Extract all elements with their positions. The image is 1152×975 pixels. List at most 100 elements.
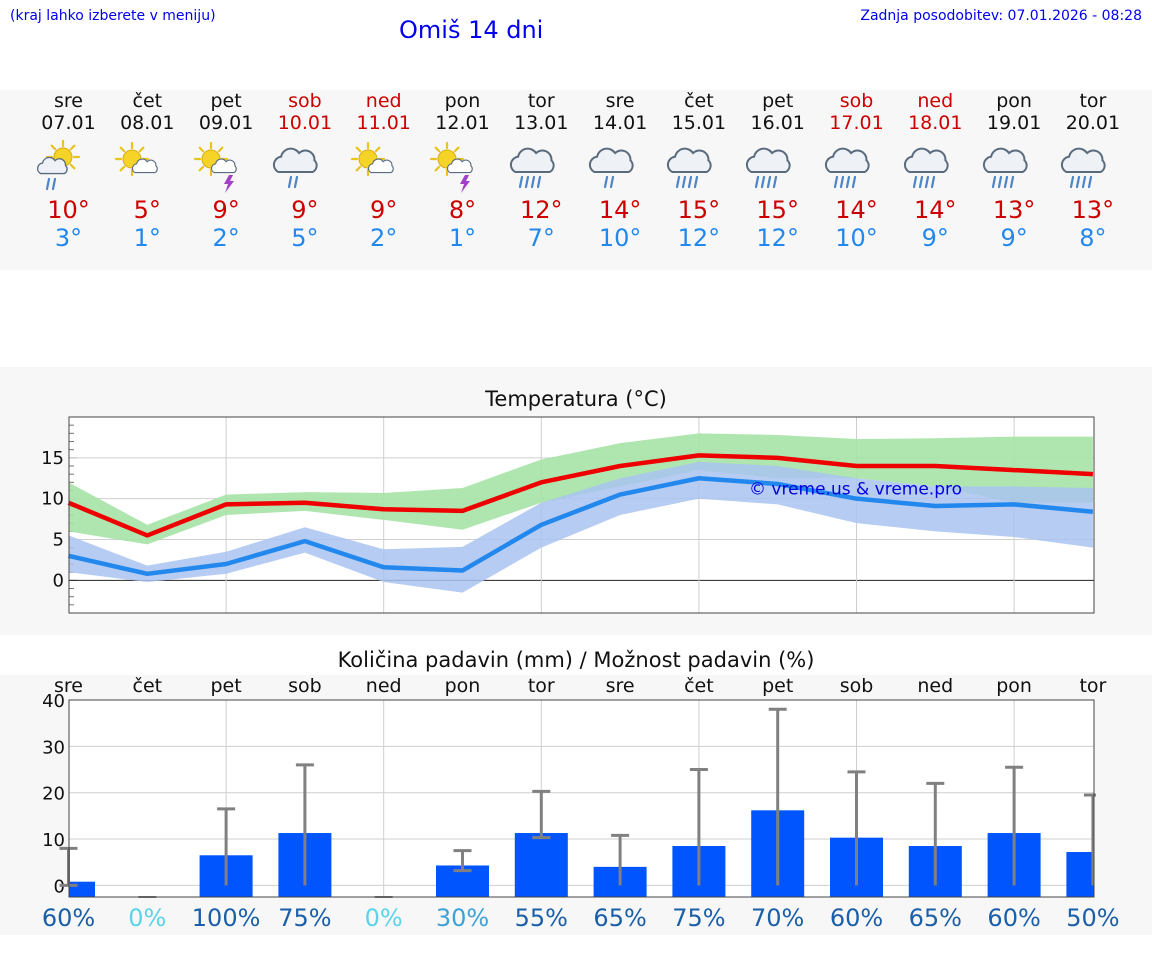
cloud-rain-icon [273, 147, 319, 189]
weather-icon-box [108, 134, 187, 196]
max-temperature-band [68, 433, 1093, 545]
day-date: 12.01 [435, 112, 490, 134]
day-name: ned [365, 90, 402, 112]
precipitation-probability: 75% [672, 904, 726, 932]
x-category-label: pet [762, 675, 793, 697]
weather-icon-box [896, 134, 975, 196]
y-tick-label: 5 [53, 530, 64, 551]
min-temperature: 2° [370, 224, 398, 252]
max-temperature: 15° [677, 196, 721, 224]
forecast-day: sre 14.01 14° 10° [581, 90, 660, 252]
day-date: 15.01 [671, 112, 727, 134]
heavy-rain-icon [903, 147, 949, 189]
x-category-label: pon [996, 675, 1032, 697]
plot-frame [68, 416, 1095, 614]
y-tick-label: 20 [42, 784, 65, 805]
weather-icon-box [265, 134, 344, 196]
day-name: tor [1079, 90, 1107, 112]
weather-icon-box [502, 134, 581, 196]
y-tick-label: 0 [54, 876, 65, 897]
heavy-rain-icon [982, 147, 1028, 189]
forecast-day: sre 07.01 10° 3° [29, 90, 108, 252]
day-name: ned [917, 90, 954, 112]
sun-cloud-icon [351, 141, 394, 177]
weather-icon-box [344, 134, 423, 196]
forecast-day: ned 11.01 9° 2° [344, 90, 423, 252]
y-tick-label: 40 [42, 691, 65, 712]
heavy-rain-icon [824, 147, 870, 189]
watermark: © vreme.us & vreme.pro [749, 480, 962, 500]
day-date: 08.01 [120, 112, 175, 134]
forecast-day: tor 13.01 12° 7° [502, 90, 581, 252]
weather-icon-box [29, 134, 108, 196]
precipitation-probability: 0% [128, 904, 167, 932]
max-temperature: 8° [448, 196, 477, 224]
y-tick-label: 10 [42, 830, 65, 851]
precipitation-chart-title: Količina padavin (mm) / Možnost padavin … [337, 648, 815, 672]
plot-frame [68, 699, 1095, 898]
precipitation-bar [1066, 852, 1094, 897]
x-category-label: ned [917, 675, 953, 697]
precipitation-probability: 65% [593, 904, 647, 932]
precipitation-probability: 65% [908, 904, 962, 932]
min-temperature: 1° [133, 224, 161, 252]
day-name: sob [288, 90, 322, 112]
x-category-label: pet [210, 675, 241, 697]
page-title: Omiš 14 dni [399, 16, 544, 44]
day-date: 19.01 [986, 112, 1042, 134]
day-date: 09.01 [198, 112, 254, 134]
day-name: čet [132, 90, 163, 112]
forecast-day: pet 09.01 9° 2° [187, 90, 266, 252]
forecast-day: ned 18.01 14° 9° [896, 90, 975, 252]
forecast-day: čet 15.01 15° 12° [659, 90, 738, 252]
min-temperature: 7° [527, 224, 555, 252]
min-temperature: 5° [291, 224, 319, 252]
day-date: 17.01 [829, 112, 884, 134]
day-name: sob [839, 90, 874, 112]
min-temperature: 2° [212, 224, 240, 252]
x-category-label: ned [366, 675, 402, 697]
x-category-label: sre [54, 675, 83, 697]
day-date: 14.01 [592, 112, 648, 134]
max-temperature: 9° [370, 196, 398, 224]
day-date: 07.01 [41, 112, 96, 134]
forecast-day: čet 08.01 5° 1° [108, 90, 187, 252]
min-temperature: 12° [756, 224, 799, 252]
precipitation-bar [514, 833, 568, 897]
day-date: 10.01 [277, 112, 333, 134]
heavy-rain-icon [509, 147, 555, 189]
heavy-rain-icon [1061, 147, 1107, 189]
precipitation-probability: 0% [364, 904, 403, 932]
forecast-day: pon 19.01 13° 9° [975, 90, 1054, 252]
min-temperature: 10° [835, 224, 878, 252]
heavy-rain-icon [667, 147, 713, 189]
heavy-rain-icon [746, 147, 791, 189]
y-tick-label: 30 [42, 737, 65, 758]
day-name: pet [762, 90, 794, 112]
max-temperature: 9° [291, 196, 319, 224]
location-hint[interactable]: (kraj lahko izberete v meniju) [10, 8, 216, 24]
max-temperature: 14° [914, 196, 957, 224]
weather-icon-box [817, 134, 896, 196]
day-name: tor [527, 90, 555, 112]
weather-icon-box [659, 134, 738, 196]
day-name: sre [605, 90, 635, 112]
y-tick-label: 15 [41, 448, 64, 469]
y-tick-label: 10 [41, 489, 64, 510]
x-category-label: sre [606, 675, 635, 697]
sun-thunder-icon [429, 141, 473, 193]
min-temperature-line [67, 476, 1094, 577]
max-temperature: 12° [520, 196, 563, 224]
x-category-label: pon [445, 675, 481, 697]
precipitation-probability: 70% [751, 904, 805, 932]
day-name: čet [684, 90, 714, 112]
last-updated: Zadnja posodobitev: 07.01.2026 - 08:28 [860, 8, 1142, 24]
weather-icon-box [187, 134, 266, 196]
x-category-label: čet [684, 675, 714, 697]
min-temperature: 9° [921, 224, 949, 252]
day-date: 20.01 [1065, 112, 1121, 134]
precipitation-probability: 100% [191, 904, 261, 932]
cloud-rain-icon [588, 147, 634, 189]
max-temperature: 15° [756, 196, 799, 224]
